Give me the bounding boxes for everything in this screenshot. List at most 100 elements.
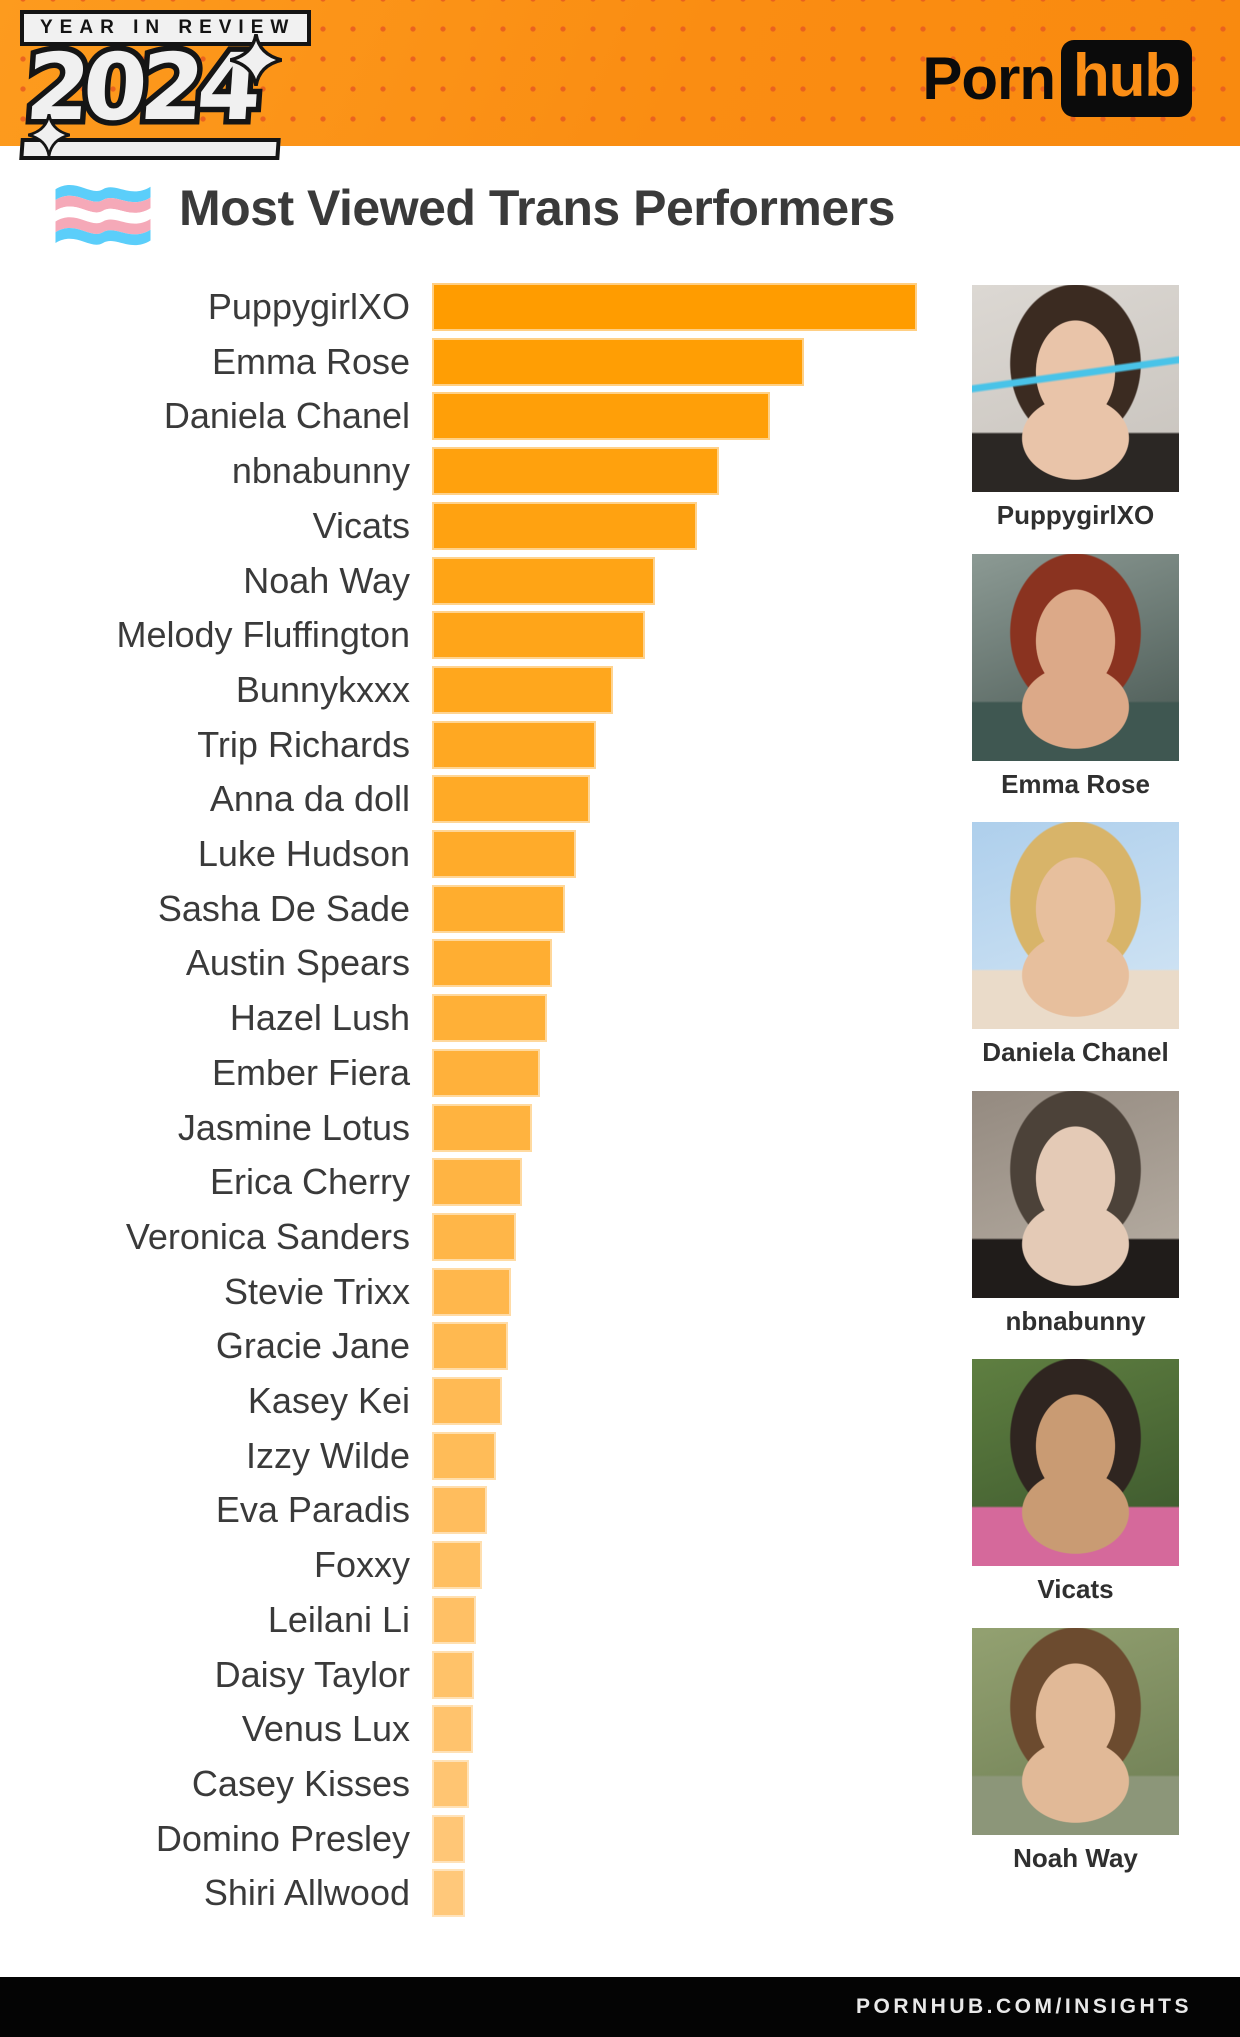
performer-photo (972, 822, 1179, 1029)
performer-bar (432, 1815, 465, 1863)
performer-label: Kasey Kei (247, 1380, 410, 1421)
performer-label: Austin Spears (185, 942, 410, 983)
performer-label: Daniela Chanel (163, 395, 410, 436)
performer-photo (972, 1091, 1179, 1298)
performer-label: Erica Cherry (209, 1161, 410, 1202)
portrait-card: Noah Way (972, 1628, 1180, 1874)
portrait-name-label: Daniela Chanel (982, 1037, 1169, 1067)
performer-label: Ember Fiera (211, 1052, 410, 1093)
performer-photo (972, 1628, 1179, 1835)
performer-label: Izzy Wilde (245, 1435, 410, 1476)
performer-bar (432, 1432, 496, 1480)
performer-bar (432, 1651, 474, 1699)
footer-bar: PORNHUB.COM/INSIGHTS (0, 1977, 1240, 2037)
performer-label: Leilani Li (267, 1599, 410, 1640)
performer-label: Foxxy (313, 1544, 410, 1585)
chart-row: Sasha De Sade (0, 885, 565, 933)
performer-bar (432, 1869, 465, 1917)
performer-bar (432, 666, 613, 714)
chart-row: Luke Hudson (0, 830, 576, 878)
performer-label: Anna da doll (209, 778, 410, 819)
pornhub-logo-hub-box: hub (1061, 40, 1192, 117)
performer-label: Vicats (312, 505, 410, 546)
chart-row: Foxxy (0, 1541, 482, 1589)
performer-bar (432, 1377, 502, 1425)
portrait-card: PuppygirlXO (972, 285, 1180, 531)
chart-row: Daisy Taylor (0, 1651, 474, 1699)
performer-bar (432, 939, 552, 987)
portrait-name-label: PuppygirlXO (996, 500, 1155, 530)
sparkle-icon (230, 34, 282, 86)
portrait-name-label: nbnabunny (1005, 1306, 1146, 1336)
performer-label: Sasha De Sade (157, 888, 410, 929)
title-row: Most Viewed Trans Performers (53, 168, 895, 248)
portrait-card: Daniela Chanel (972, 822, 1180, 1068)
bar-chart: PuppygirlXO Emma Rose Daniela Chanel nbn… (0, 283, 960, 1943)
performer-label: nbnabunny (231, 450, 410, 491)
performer-bar (432, 502, 697, 550)
performer-label: Jasmine Lotus (177, 1107, 410, 1148)
portrait-name-label: Vicats (1037, 1574, 1114, 1604)
chart-row: Veronica Sanders (0, 1213, 516, 1261)
performer-bar (432, 392, 770, 440)
performer-bar (432, 1541, 482, 1589)
year-in-review-badge: YEAR IN REVIEW (20, 10, 312, 46)
chart-row: Shiri Allwood (0, 1869, 465, 1917)
performer-bar (432, 1213, 516, 1261)
performer-label: Domino Presley (155, 1818, 410, 1859)
chart-row: Noah Way (0, 557, 655, 605)
pornhub-logo-porn: Porn (922, 45, 1056, 112)
chart-row: Casey Kisses (0, 1760, 469, 1808)
performer-photo (972, 554, 1179, 761)
chart-row: Hazel Lush (0, 994, 547, 1042)
chart-row: Stevie Trixx (0, 1268, 511, 1316)
performer-label: Veronica Sanders (125, 1216, 410, 1257)
pornhub-logo: Porn hub (922, 40, 1192, 117)
chart-row: Austin Spears (0, 939, 552, 987)
footer-url: PORNHUB.COM/INSIGHTS (855, 1995, 1192, 2018)
performer-bar (432, 1760, 469, 1808)
performer-label: Emma Rose (211, 341, 410, 382)
chart-row: Bunnykxxx (0, 666, 613, 714)
performer-bar (432, 885, 565, 933)
performer-label: Hazel Lush (229, 997, 410, 1038)
portrait-card: Vicats (972, 1359, 1180, 1605)
chart-row: Jasmine Lotus (0, 1104, 532, 1152)
page-title: Most Viewed Trans Performers (179, 180, 895, 236)
chart-row: Ember Fiera (0, 1049, 540, 1097)
portrait-name-label: Noah Way (1013, 1843, 1138, 1873)
performer-label: Melody Fluffington (116, 614, 410, 655)
performer-label: Casey Kisses (191, 1763, 410, 1804)
performer-label: Venus Lux (241, 1708, 410, 1749)
performer-bar (432, 1049, 540, 1097)
performer-bar (432, 994, 547, 1042)
performer-label: Eva Paradis (215, 1489, 410, 1530)
chart-row: Eva Paradis (0, 1486, 487, 1534)
performer-label: Stevie Trixx (223, 1271, 410, 1312)
performer-bar (432, 1322, 508, 1370)
chart-row: Erica Cherry (0, 1158, 522, 1206)
performer-label: Bunnykxxx (235, 669, 410, 710)
year-in-review-logo: YEAR IN REVIEW 2024 2024 (17, 10, 312, 160)
chart-row: Kasey Kei (0, 1377, 502, 1425)
sparkle-icon (28, 114, 70, 156)
chart-row: Trip Richards (0, 721, 596, 769)
chart-row: Izzy Wilde (0, 1432, 496, 1480)
performer-label: Luke Hudson (197, 833, 410, 874)
performer-label: Daisy Taylor (214, 1654, 410, 1695)
performer-bar (432, 1486, 487, 1534)
performer-bar (432, 557, 655, 605)
chart-row: Gracie Jane (0, 1322, 508, 1370)
performer-label: Gracie Jane (215, 1325, 410, 1366)
performer-bar (432, 1104, 532, 1152)
header-banner: YEAR IN REVIEW 2024 2024 Porn hub (0, 0, 1240, 160)
performer-photo (972, 285, 1179, 492)
chart-row: Vicats (0, 502, 697, 550)
performer-bar (432, 721, 596, 769)
performer-bar (432, 830, 576, 878)
performer-photo (972, 1359, 1179, 1566)
performer-bar (432, 1596, 476, 1644)
performer-bar (432, 775, 590, 823)
performer-bar (432, 283, 917, 331)
performer-bar (432, 611, 645, 659)
